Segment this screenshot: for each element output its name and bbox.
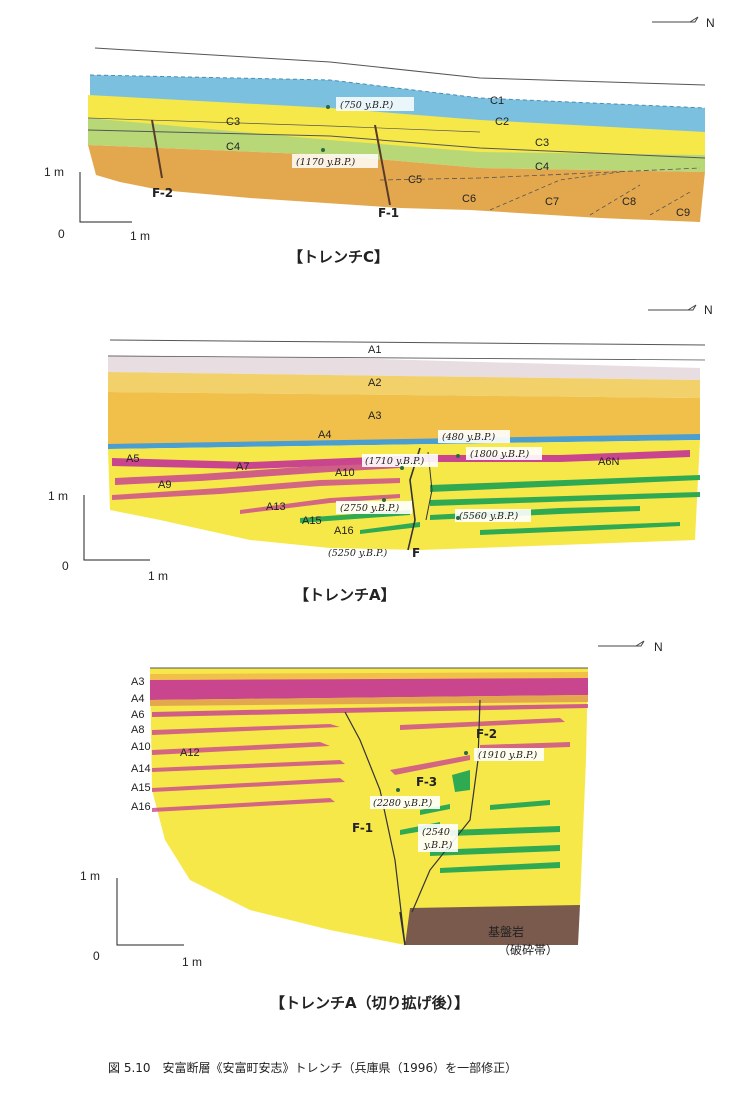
layer-label-a13: A13 [266,501,286,513]
north-label-a-ext: N [654,640,663,654]
age-label-a-2750: (2750 y.B.P.) [340,503,400,514]
scale-v-c: 1 m [44,165,64,179]
layer-label-c2: C2 [495,116,509,128]
layer-label-c3-right: C3 [535,137,549,149]
age-label-c-1170: (1170 y.B.P.) [296,157,356,168]
layer-label-ext-a6: A6 [131,709,144,721]
bedrock-sublabel: （破砕帯） [498,942,558,957]
fault-label-ext-f1: F-1 [352,821,373,835]
scale-bar-a-ext: 1 m 1 m 0 [80,869,202,969]
age-label-a-5250: (5250 y.B.P.) [328,548,388,559]
layer-label-a2: A2 [368,377,381,389]
scale-h-c: 1 m [130,229,150,243]
layer-label-a16: A16 [334,525,354,537]
layer-label-c7: C7 [545,196,559,208]
trench-c-section: N C1 C2 C3 C3 C4 C4 C5 C6 C7 C8 C9 [44,16,715,266]
layer-label-ext-a15: A15 [131,782,151,794]
fault-label-ext-f2: F-2 [476,727,497,741]
layer-label-a7: A7 [236,461,249,473]
age-label-a-1710: (1710 y.B.P.) [365,456,425,467]
layer-label-a15: A15 [302,515,322,527]
layer-label-a4: A4 [318,429,331,441]
layer-label-ext-a10: A10 [131,741,151,753]
age-label-a-480: (480 y.B.P.) [442,432,495,443]
age-label-c-750: (750 y.B.P.) [340,100,393,111]
layer-label-a6n: A6N [598,456,619,468]
layer-label-a5: A5 [126,453,139,465]
layer-label-ext-a8: A8 [131,724,144,736]
layer-label-c3-left: C3 [226,116,240,128]
age-label-a-5560: (5560 y.B.P.) [459,511,519,522]
trench-a-title: 【トレンチA】 [294,586,396,604]
north-label-c: N [706,16,715,30]
layer-label-a10: A10 [335,467,355,479]
scale-v-ext: 1 m [80,869,100,883]
layer-label-ext-a3: A3 [131,676,144,688]
scale-bar-c: 1 m 1 m 0 [44,165,150,243]
scale-origin-ext: 0 [93,949,100,963]
north-label-a: N [704,303,713,317]
fault-label-a-f: F [412,546,420,560]
layer-label-a3: A3 [368,410,381,422]
fault-label-c-f2: F-2 [152,186,173,200]
layer-label-c4-left: C4 [226,141,240,153]
layer-label-ext-a4: A4 [131,693,144,705]
scale-v-a: 1 m [48,489,68,503]
layer-label-c5: C5 [408,174,422,186]
fault-label-c-f1: F-1 [378,206,399,220]
layer-label-c6: C6 [462,193,476,205]
scale-bar-a: 1 m 1 m 0 [48,489,168,583]
layer-label-a9: A9 [158,479,171,491]
layer-label-c1: C1 [490,95,504,107]
scale-h-a: 1 m [148,569,168,583]
scale-origin-a: 0 [62,559,69,573]
figure-caption: 図 5.10 安富断層《安富町安志》トレンチ（兵庫県（1996）を一部修正） [108,1060,517,1075]
layer-label-a1: A1 [368,344,381,356]
age-label-ext-2540: (2540 [422,827,450,838]
layer-label-c4-right: C4 [535,161,549,173]
age-label-ext-2540-unit: y.B.P.) [423,840,453,851]
layer-label-c9: C9 [676,207,690,219]
scale-origin-c: 0 [58,227,65,241]
age-label-ext-1910: (1910 y.B.P.) [478,750,538,761]
north-arrow-a: N [648,303,713,317]
age-label-a-1800: (1800 y.B.P.) [470,449,530,460]
trench-a-ext-section: N A3 A4 A6 [80,640,663,1012]
scale-h-ext: 1 m [182,955,202,969]
north-arrow-c: N [652,16,715,30]
age-label-ext-2280: (2280 y.B.P.) [373,798,433,809]
layer-label-ext-a16: A16 [131,801,151,813]
north-arrow-a-ext: N [598,640,663,654]
bedrock-label: 基盤岩 [488,924,524,939]
layer-label-ext-a12: A12 [180,747,200,759]
fault-label-ext-f3: F-3 [416,775,437,789]
trench-a-ext-title: 【トレンチA（切り拡げ後）】 [270,994,469,1012]
trench-a-section: N A1 A2 A3 A4 A5 A7 A9 [48,303,713,604]
layer-label-c8: C8 [622,196,636,208]
layer-label-ext-a14: A14 [131,763,151,775]
trench-c-title: 【トレンチC】 [288,248,389,266]
